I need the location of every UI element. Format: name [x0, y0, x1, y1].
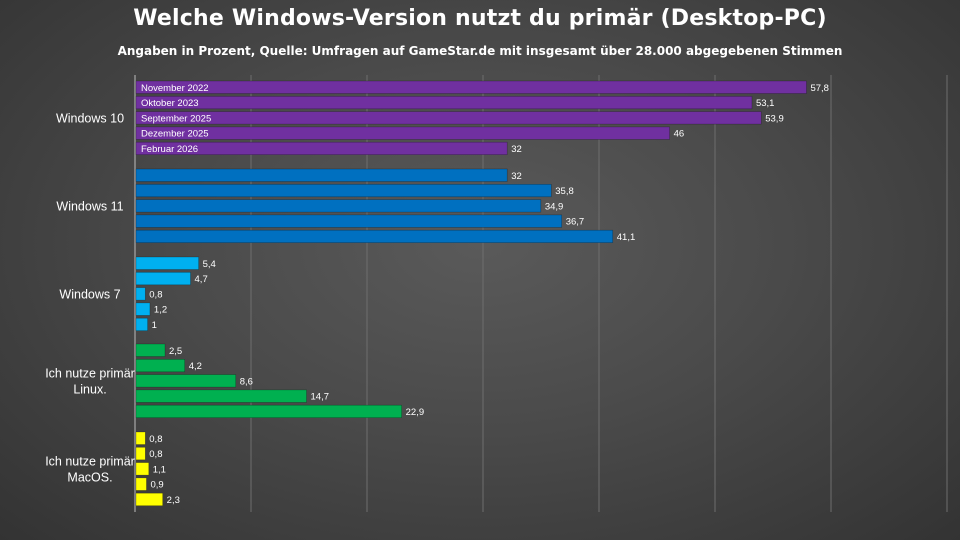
data-label: 22,9	[406, 407, 425, 418]
data-label: 32	[511, 171, 522, 182]
data-label: 41,1	[617, 232, 636, 243]
bar	[135, 431, 146, 445]
data-label: 4,2	[189, 361, 202, 372]
data-label: 32	[511, 144, 522, 155]
bar	[135, 389, 307, 403]
bar	[135, 141, 508, 155]
data-label: 2,5	[169, 346, 182, 357]
bar	[135, 492, 163, 507]
labels-layer: 57,8 November 2022 53,1 Oktober 2023 53,9 Sep…	[45, 83, 829, 506]
bar	[135, 126, 670, 140]
chart-title: Welche Windows-Version nutzt du primär (…	[133, 6, 827, 31]
series-label: Februar 2026	[141, 144, 198, 155]
category-label: Ich nutze primär	[45, 454, 135, 468]
bar	[135, 96, 753, 110]
bar	[135, 271, 191, 286]
series-label: Oktober 2023	[141, 98, 199, 109]
data-label: 34,9	[545, 201, 564, 212]
bar	[135, 256, 199, 270]
bar	[135, 229, 614, 243]
category-label: Ich nutze primär	[45, 366, 135, 380]
data-label: 8,6	[240, 376, 253, 387]
bar	[135, 80, 807, 94]
series-label: Dezember 2025	[141, 129, 209, 140]
data-label: 1,2	[154, 305, 167, 316]
data-label: 53,9	[765, 113, 784, 124]
data-label: 0,8	[149, 449, 162, 460]
data-label: 53,1	[756, 98, 775, 109]
bar	[135, 287, 146, 301]
bar	[135, 404, 402, 419]
bar	[135, 462, 150, 476]
bar	[135, 477, 147, 491]
category-label: Windows 11	[56, 199, 123, 213]
bar	[135, 317, 148, 332]
bar	[135, 358, 186, 373]
bar	[135, 343, 166, 357]
category-label: Linux.	[73, 382, 106, 396]
bar	[135, 168, 508, 182]
data-label: 46	[674, 129, 685, 140]
bar	[135, 374, 237, 388]
series-label: September 2025	[141, 113, 211, 124]
data-label: 1	[152, 320, 157, 331]
series-label: November 2022	[141, 83, 209, 94]
data-label: 0,8	[149, 434, 162, 445]
data-label: 5,4	[203, 259, 216, 270]
data-label: 36,7	[566, 217, 585, 228]
data-label: 0,8	[149, 289, 162, 300]
bar	[135, 199, 542, 213]
bar	[135, 214, 563, 228]
data-label: 2,3	[167, 495, 180, 506]
data-label: 57,8	[810, 83, 829, 94]
bar	[135, 184, 552, 198]
data-label: 0,9	[150, 480, 163, 491]
grid-lines	[250, 75, 948, 512]
chart-subtitle: Angaben in Prozent, Quelle: Umfragen auf…	[117, 44, 843, 58]
data-label: 35,8	[555, 186, 574, 197]
bar	[135, 446, 146, 461]
bar	[135, 302, 151, 316]
data-label: 14,7	[311, 392, 330, 403]
category-label: MacOS.	[67, 470, 112, 484]
category-label: Windows 7	[59, 287, 120, 301]
bar	[135, 111, 762, 125]
category-label: Windows 10	[56, 111, 124, 125]
data-label: 1,1	[153, 464, 166, 475]
data-label: 4,7	[195, 274, 208, 285]
bars-layer	[135, 80, 807, 507]
